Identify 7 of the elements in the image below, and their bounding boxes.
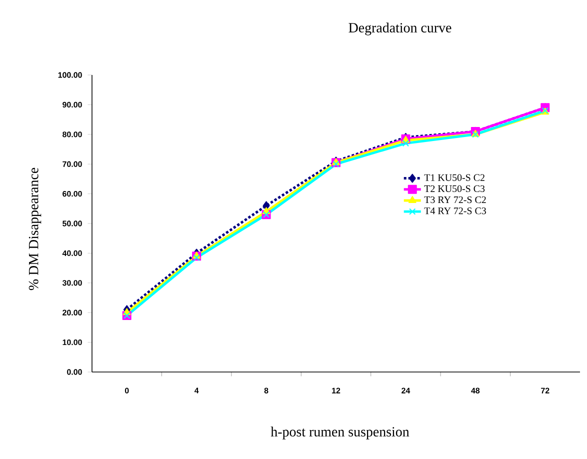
x-axis-title: h-post rumen suspension [270,426,410,440]
y-axis-title: % DM Disappearance [28,168,42,290]
legend-label: T4 RY 72-S C3 [424,208,486,214]
chart-title: Degradation curve [348,22,452,36]
legend-label: T1 KU50-S C2 [424,174,484,181]
legend-label: T2 KU50-S C3 [424,185,485,192]
legend-label: T3 RY 72-S C2 [424,196,486,204]
